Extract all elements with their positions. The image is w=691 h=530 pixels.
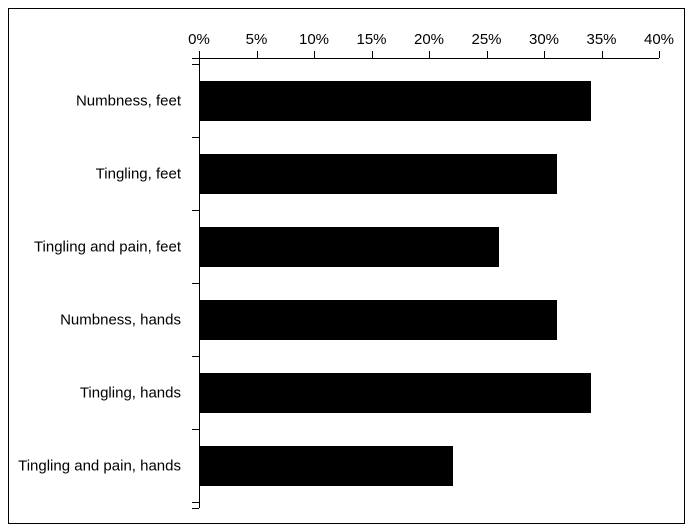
x-axis-tick-label: 10% — [299, 31, 329, 48]
category-label: Tingling and pain, feet — [0, 238, 181, 255]
y-axis-tick — [192, 356, 199, 357]
x-axis-tick-label: 25% — [471, 31, 501, 48]
category-label: Tingling, hands — [0, 384, 181, 401]
y-axis-tick — [192, 64, 199, 65]
x-axis-tick — [257, 51, 258, 58]
bar — [200, 373, 591, 413]
x-axis-tick-label: 35% — [586, 31, 616, 48]
bar — [200, 81, 591, 121]
category-label: Numbness, hands — [0, 311, 181, 328]
x-axis-tick-label: 15% — [356, 31, 386, 48]
category-label: Tingling and pain, hands — [0, 457, 181, 474]
x-axis-tick — [372, 51, 373, 58]
x-axis-tick — [314, 51, 315, 58]
x-axis-tick-label: 0% — [188, 31, 210, 48]
y-axis-tick — [192, 508, 199, 509]
x-axis-tick — [429, 51, 430, 58]
bar — [200, 154, 557, 194]
bar — [200, 300, 557, 340]
x-axis-tick-label: 30% — [529, 31, 559, 48]
y-axis-tick — [192, 502, 199, 503]
y-axis-tick — [192, 137, 199, 138]
x-axis-tick — [487, 51, 488, 58]
x-axis-tick-label: 40% — [644, 31, 674, 48]
y-axis-tick — [192, 283, 199, 284]
y-axis-tick — [192, 210, 199, 211]
bar — [200, 227, 499, 267]
category-label: Numbness, feet — [0, 92, 181, 109]
plot-area: Numbness, feetTingling, feetTingling and… — [199, 58, 659, 508]
y-axis-tick — [192, 429, 199, 430]
x-axis-tick-label: 5% — [246, 31, 268, 48]
x-axis-tick-label: 20% — [414, 31, 444, 48]
chart-frame: 0% 5% 10% 15% 20% 25% 30% 35% 40% Numbness, feet… — [8, 8, 685, 524]
x-axis-tick — [199, 51, 200, 58]
x-axis-tick — [544, 51, 545, 58]
category-label: Tingling, feet — [0, 165, 181, 182]
bar — [200, 446, 453, 486]
y-axis-line — [199, 58, 200, 508]
y-axis-tick — [192, 58, 199, 59]
x-axis-tick — [659, 51, 660, 58]
x-axis-tick — [602, 51, 603, 58]
